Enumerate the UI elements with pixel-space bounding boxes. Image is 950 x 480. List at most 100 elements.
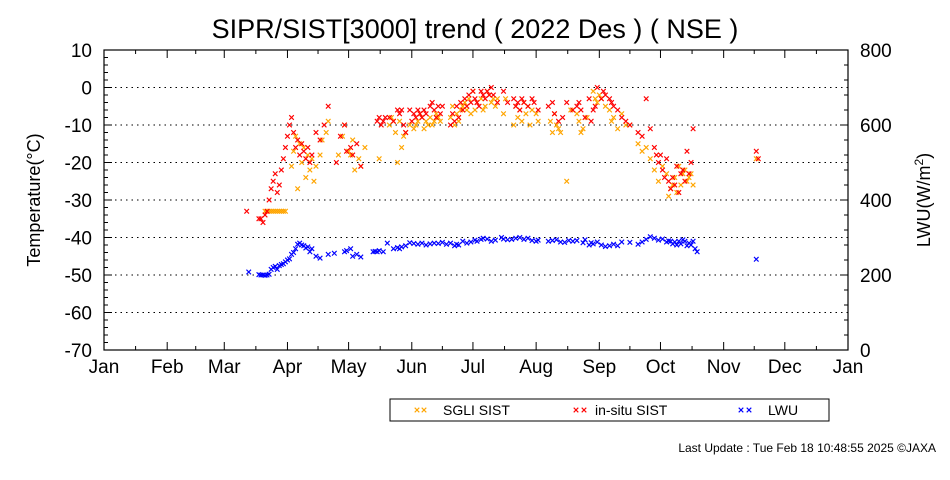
sgli-sist-point	[535, 118, 541, 124]
lwu-point	[682, 238, 688, 244]
lwu-point	[517, 234, 523, 241]
x-tick-label: Oct	[646, 357, 676, 378]
insitu-sist-point	[433, 114, 439, 121]
lwu-point	[659, 236, 666, 242]
insitu-sist-point	[619, 114, 625, 121]
lwu-point	[529, 237, 535, 244]
sgli-sist-point	[584, 114, 590, 121]
sgli-sist-point	[347, 152, 354, 158]
sgli-sist-point	[282, 208, 289, 214]
y-tick-label: -40	[65, 229, 92, 250]
insitu-sist-point	[667, 186, 674, 192]
sgli-sist-point	[482, 103, 488, 109]
insitu-sist-point	[349, 152, 356, 158]
insitu-sist-point	[559, 114, 566, 121]
y-axis-label: Temperature(°C)	[24, 133, 44, 266]
insitu-sist-point	[470, 88, 476, 94]
lwu-point	[500, 236, 507, 242]
insitu-sist-point	[407, 107, 413, 113]
insitu-sist-point	[431, 107, 437, 113]
sgli-sist-point	[690, 182, 696, 188]
lwu-point	[380, 249, 386, 255]
insitu-sist-point	[429, 99, 435, 106]
sgli-sist-point	[557, 129, 564, 136]
sgli-sist-point	[425, 122, 431, 128]
insitu-sist-point	[484, 88, 490, 94]
insitu-sist-point	[639, 133, 645, 139]
insitu-sist-point	[286, 122, 293, 128]
lwu-point	[427, 241, 433, 247]
insitu-sist-point	[653, 152, 660, 158]
x-tick-label: Apr	[273, 357, 303, 378]
insitu-sist-point	[570, 107, 576, 113]
insitu-sist-point	[288, 114, 295, 121]
legend-markers	[414, 407, 752, 413]
insitu-sist-point	[600, 88, 607, 94]
insitu-sist-point	[417, 111, 423, 117]
sgli-sist-point	[555, 126, 562, 132]
insitu-sist-point	[678, 171, 684, 177]
sgli-sist-point	[394, 159, 401, 166]
sgli-sist-point	[596, 92, 603, 98]
insitu-sist-point	[665, 178, 672, 184]
insitu-sist-point	[449, 111, 456, 117]
lwu-point	[354, 251, 360, 258]
sgli-sist-point	[386, 122, 393, 128]
insitu-sist-point	[301, 148, 307, 154]
lwu-point	[582, 237, 588, 243]
lwu-point	[274, 266, 280, 273]
insitu-sist-point	[682, 178, 688, 184]
insitu-sist-point	[266, 197, 272, 203]
lwu-point	[602, 243, 609, 250]
lwu-point	[286, 256, 293, 262]
lwu-point	[606, 243, 613, 249]
sgli-sist-point	[431, 118, 437, 124]
sgli-sist-point	[435, 114, 441, 121]
sgli-sist-point	[651, 167, 658, 173]
lwu-point	[390, 246, 397, 252]
insitu-sist-point	[466, 92, 472, 98]
sgli-sist-point	[674, 189, 680, 196]
sgli-sist-point	[319, 137, 325, 143]
legend-marker-sgli	[421, 407, 427, 413]
insitu-sist-point	[500, 88, 507, 94]
lwu-point	[488, 238, 494, 244]
sgli-sist-point	[325, 118, 331, 124]
sgli-sist-point	[356, 156, 362, 162]
lwu-point	[639, 239, 645, 245]
insitu-sist-point	[460, 107, 466, 113]
lwu-point	[460, 238, 466, 244]
y2-axis-label-sup: 2	[912, 159, 926, 166]
sgli-sist-point	[335, 152, 342, 158]
y-tick-label: -30	[65, 191, 92, 212]
sgli-sist-point	[655, 178, 662, 184]
lwu-point	[580, 240, 586, 246]
y-tick-label: 0	[81, 79, 92, 100]
insitu-sist-point	[676, 189, 682, 196]
lwu-point	[464, 240, 470, 246]
sgli-sist-point	[529, 107, 535, 113]
lwu-point	[635, 241, 641, 247]
sgli-sist-point	[678, 182, 684, 188]
lwu-point	[627, 239, 633, 246]
sgli-sist-point	[429, 122, 435, 128]
lwu-point	[313, 253, 319, 259]
insitu-sist-point	[663, 156, 670, 162]
sgli-sist-point	[468, 111, 474, 117]
lwu-point	[347, 246, 354, 252]
sgli-sist-point	[437, 118, 444, 124]
y2-tick-label: 200	[860, 266, 892, 287]
sgli-sist-point	[272, 208, 278, 214]
legend: SGLI SIST in-situ SIST LWU	[389, 398, 830, 422]
insitu-sist-point	[396, 111, 403, 117]
insitu-sist-point	[578, 107, 584, 113]
lwu-point	[643, 236, 649, 243]
insitu-sist-point	[292, 144, 299, 151]
lwu-point	[590, 241, 596, 247]
sgli-sist-point	[549, 129, 556, 136]
legend-label-sgli: SGLI SIST	[443, 402, 510, 418]
lwu-point	[292, 246, 299, 252]
sgli-sist-point	[515, 114, 521, 121]
y-tick-label: 10	[71, 41, 92, 62]
insitu-sist-point	[284, 133, 291, 139]
